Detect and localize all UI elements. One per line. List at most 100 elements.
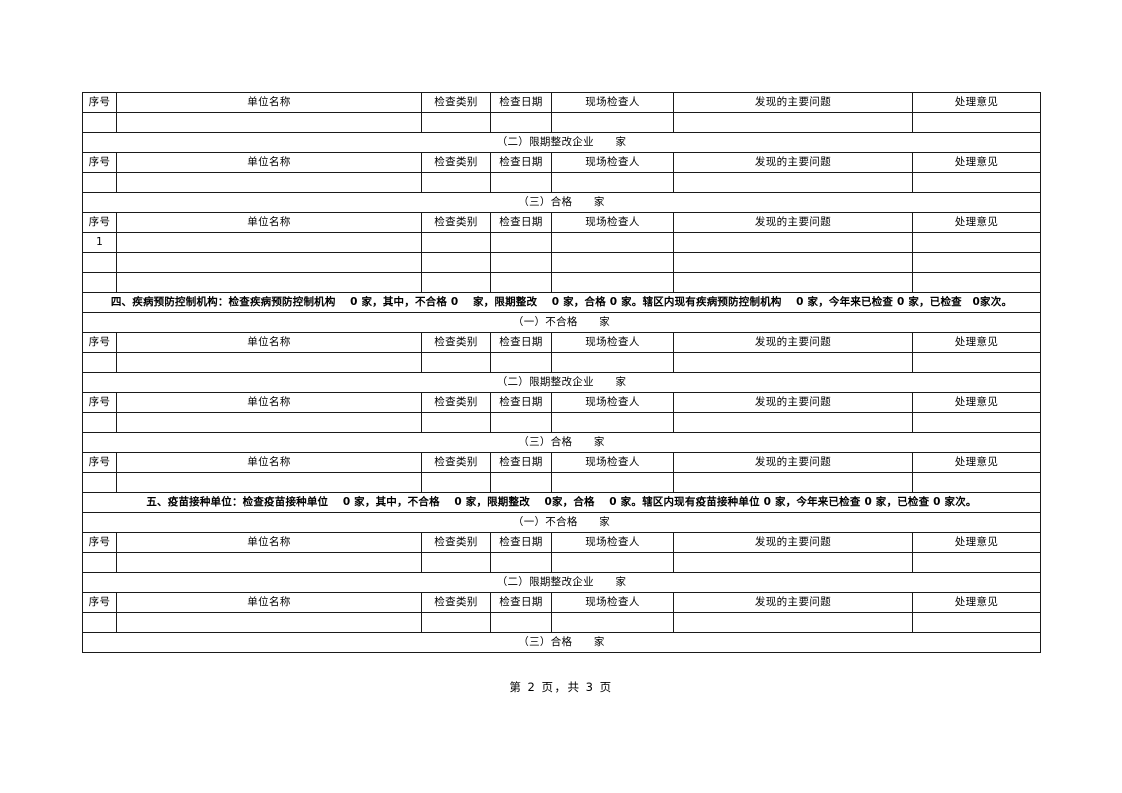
column-header-index: 序号	[82, 592, 117, 613]
cell-index[interactable]	[82, 252, 117, 273]
table-row[interactable]	[82, 612, 1041, 633]
column-header-inspect-date: 检查日期	[490, 392, 552, 413]
cell-index[interactable]	[82, 412, 117, 433]
table-row[interactable]	[82, 412, 1041, 433]
cell-inspector[interactable]	[551, 552, 674, 573]
cell-inspect-date[interactable]	[490, 412, 552, 433]
cell-inspector[interactable]	[551, 172, 674, 193]
column-header-inspector: 现场检查人	[551, 152, 674, 173]
cell-main-problems[interactable]	[673, 252, 913, 273]
column-header-unit-name: 单位名称	[116, 392, 422, 413]
cell-inspect-type[interactable]	[421, 112, 491, 133]
cell-main-problems[interactable]	[673, 412, 913, 433]
cell-unit-name[interactable]	[116, 112, 422, 133]
cell-unit-name[interactable]	[116, 412, 422, 433]
column-header-inspect-type: 检查类别	[421, 392, 491, 413]
section-heading: 四、疾病预防控制机构：检查疾病预防控制机构 0 家，其中，不合格 0 家，限期整…	[82, 292, 1041, 313]
cell-inspect-type[interactable]	[421, 412, 491, 433]
cell-inspector[interactable]	[551, 232, 674, 253]
cell-main-problems[interactable]	[673, 472, 913, 493]
table-row[interactable]	[82, 552, 1041, 573]
cell-inspect-type[interactable]	[421, 612, 491, 633]
column-header-inspect-type: 检查类别	[421, 152, 491, 173]
cell-main-problems[interactable]	[673, 232, 913, 253]
cell-unit-name[interactable]	[116, 552, 422, 573]
cell-inspect-type[interactable]	[421, 552, 491, 573]
cell-inspect-date[interactable]	[490, 172, 552, 193]
cell-index[interactable]	[82, 272, 117, 293]
cell-unit-name[interactable]	[116, 272, 422, 293]
cell-inspect-type[interactable]	[421, 172, 491, 193]
cell-inspector[interactable]	[551, 272, 674, 293]
cell-handling-opinion[interactable]	[912, 252, 1041, 273]
cell-inspect-date[interactable]	[490, 232, 552, 253]
table-row[interactable]	[82, 352, 1041, 373]
column-header-inspect-date: 检查日期	[490, 592, 552, 613]
cell-unit-name[interactable]	[116, 172, 422, 193]
cell-main-problems[interactable]	[673, 272, 913, 293]
cell-inspect-date[interactable]	[490, 112, 552, 133]
cell-main-problems[interactable]	[673, 172, 913, 193]
cell-inspect-type[interactable]	[421, 352, 491, 373]
column-header-handling-opinion: 处理意见	[912, 92, 1041, 113]
cell-inspector[interactable]	[551, 412, 674, 433]
table-row[interactable]	[82, 252, 1041, 273]
cell-inspect-date[interactable]	[490, 252, 552, 273]
cell-handling-opinion[interactable]	[912, 172, 1041, 193]
cell-index[interactable]	[82, 612, 117, 633]
cell-inspect-type[interactable]	[421, 232, 491, 253]
cell-main-problems[interactable]	[673, 112, 913, 133]
cell-index[interactable]	[82, 112, 117, 133]
table-header-row: 序号 单位名称 检查类别 检查日期 现场检查人 发现的主要问题 处理意见	[82, 332, 1041, 353]
cell-inspect-type[interactable]	[421, 272, 491, 293]
cell-inspect-type[interactable]	[421, 472, 491, 493]
cell-inspect-type[interactable]	[421, 252, 491, 273]
subsection-label: （二）限期整改企业 家	[82, 372, 1041, 393]
cell-index[interactable]: 1	[82, 232, 117, 253]
table-header-row: 序号 单位名称 检查类别 检查日期 现场检查人 发现的主要问题 处理意见	[82, 592, 1041, 613]
cell-handling-opinion[interactable]	[912, 112, 1041, 133]
cell-inspector[interactable]	[551, 352, 674, 373]
cell-handling-opinion[interactable]	[912, 352, 1041, 373]
cell-index[interactable]	[82, 472, 117, 493]
cell-main-problems[interactable]	[673, 552, 913, 573]
cell-inspect-date[interactable]	[490, 352, 552, 373]
cell-unit-name[interactable]	[116, 232, 422, 253]
cell-inspect-date[interactable]	[490, 472, 552, 493]
cell-inspector[interactable]	[551, 612, 674, 633]
cell-index[interactable]	[82, 172, 117, 193]
cell-unit-name[interactable]	[116, 252, 422, 273]
cell-handling-opinion[interactable]	[912, 552, 1041, 573]
column-header-inspect-date: 检查日期	[490, 452, 552, 473]
cell-handling-opinion[interactable]	[912, 612, 1041, 633]
column-header-inspect-type: 检查类别	[421, 332, 491, 353]
cell-unit-name[interactable]	[116, 352, 422, 373]
cell-inspect-date[interactable]	[490, 272, 552, 293]
cell-inspector[interactable]	[551, 472, 674, 493]
subsection-label-row: （二）限期整改企业 家	[82, 572, 1041, 593]
column-header-inspect-type: 检查类别	[421, 92, 491, 113]
cell-handling-opinion[interactable]	[912, 472, 1041, 493]
table-row[interactable]	[82, 472, 1041, 493]
cell-inspector[interactable]	[551, 112, 674, 133]
cell-inspector[interactable]	[551, 252, 674, 273]
cell-index[interactable]	[82, 552, 117, 573]
cell-inspect-date[interactable]	[490, 612, 552, 633]
table-row[interactable]	[82, 112, 1041, 133]
cell-inspect-date[interactable]	[490, 552, 552, 573]
subsection-label: （一）不合格 家	[82, 312, 1041, 333]
page-footer: 第 2 页，共 3 页	[509, 680, 613, 694]
cell-unit-name[interactable]	[116, 612, 422, 633]
table-row[interactable]	[82, 272, 1041, 293]
table-row[interactable]	[82, 172, 1041, 193]
cell-handling-opinion[interactable]	[912, 272, 1041, 293]
cell-index[interactable]	[82, 352, 117, 373]
column-header-unit-name: 单位名称	[116, 152, 422, 173]
cell-unit-name[interactable]	[116, 472, 422, 493]
cell-main-problems[interactable]	[673, 612, 913, 633]
column-header-index: 序号	[82, 532, 117, 553]
cell-handling-opinion[interactable]	[912, 412, 1041, 433]
cell-main-problems[interactable]	[673, 352, 913, 373]
table-row[interactable]: 1	[82, 232, 1041, 253]
cell-handling-opinion[interactable]	[912, 232, 1041, 253]
